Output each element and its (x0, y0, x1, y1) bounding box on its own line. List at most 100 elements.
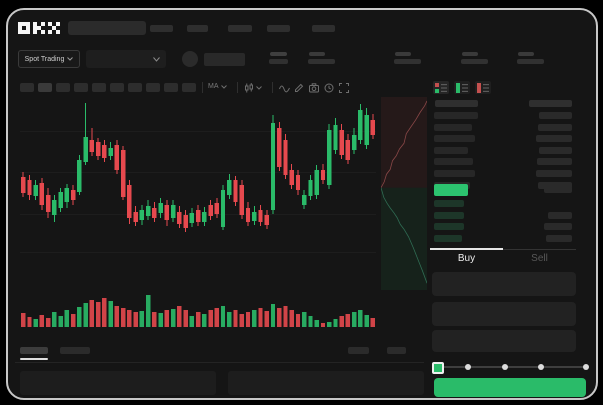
candlestick-chart[interactable] (20, 100, 376, 290)
chart-style-dropdown[interactable] (244, 83, 262, 93)
pair-selector-dropdown[interactable] (86, 50, 166, 68)
ask-row-price[interactable] (434, 135, 475, 143)
bid-row-amount[interactable] (544, 223, 572, 231)
wallet-pill[interactable] (204, 53, 245, 66)
timeframe-button[interactable] (20, 83, 34, 92)
stat-label (309, 52, 325, 56)
bid-row-price[interactable] (434, 200, 464, 207)
wave-tool-button[interactable] (279, 83, 290, 93)
slider-dot[interactable] (538, 364, 544, 370)
bid-row-price[interactable] (434, 211, 464, 219)
fullscreen-button[interactable] (339, 83, 349, 93)
ticker-label (270, 52, 287, 56)
timeframe-button-active[interactable] (38, 83, 52, 92)
ask-row-amount[interactable] (539, 146, 572, 154)
timeframe-button[interactable] (164, 83, 178, 92)
ma-label: MA (208, 83, 219, 90)
slider-handle[interactable] (432, 362, 444, 374)
bid-row-price[interactable] (434, 234, 462, 242)
buy-tab[interactable]: Buy (457, 253, 476, 264)
ask-row-price[interactable] (434, 112, 478, 119)
bid-row-price[interactable] (434, 223, 464, 231)
volume-chart[interactable] (20, 295, 376, 327)
price-row-amount[interactable] (544, 186, 572, 193)
depth-chart (381, 97, 427, 290)
orderbook-header-price (435, 100, 478, 107)
draw-tool-button[interactable] (294, 83, 304, 93)
orderbook-mode-bids-button[interactable] (454, 81, 470, 94)
last-price-badge[interactable] (434, 184, 468, 196)
buy-tab-indicator (430, 248, 503, 250)
ask-row-amount[interactable] (536, 135, 572, 143)
chevron-down-icon (256, 86, 262, 90)
camera-icon (309, 83, 319, 93)
ma-dropdown[interactable]: MA (208, 83, 227, 90)
toolbar-divider (272, 82, 273, 93)
ask-row-price[interactable] (434, 123, 472, 131)
ticker-value (269, 59, 288, 64)
bottom-tab[interactable] (60, 347, 90, 354)
timeframe-button[interactable] (110, 83, 124, 92)
spot-trading-label: Spot Trading (24, 55, 65, 63)
form-input[interactable] (432, 272, 576, 296)
amount-slider[interactable] (437, 366, 586, 368)
bottom-tab-active[interactable] (20, 347, 48, 354)
stat-label (395, 52, 411, 56)
bottom-panel (20, 371, 216, 395)
nav-item[interactable] (228, 25, 252, 32)
orderbook-header-amount (529, 100, 572, 107)
toolbar-divider (237, 82, 238, 93)
timeframe-button[interactable] (74, 83, 88, 92)
ask-row-amount[interactable] (536, 170, 572, 177)
spot-trading-dropdown[interactable]: Spot Trading (18, 50, 80, 68)
ask-row-amount[interactable] (537, 158, 572, 166)
stat-value (394, 59, 421, 64)
okx-logo-glyph (33, 22, 45, 34)
nav-item[interactable] (267, 25, 290, 32)
okx-logo-glyph (18, 22, 30, 34)
stat-value (308, 59, 335, 64)
candles-icon (245, 83, 253, 93)
form-input[interactable] (432, 302, 576, 326)
timeframe-button[interactable] (92, 83, 106, 92)
timeframe-button[interactable] (56, 83, 70, 92)
buy-submit-button[interactable] (434, 378, 586, 397)
stat-label (518, 52, 534, 56)
ask-row-amount[interactable] (539, 112, 572, 119)
timeframe-button[interactable] (128, 83, 142, 92)
bottom-action[interactable] (387, 347, 406, 354)
chevron-down-icon (67, 57, 74, 61)
bid-row-amount[interactable] (548, 211, 572, 219)
orderbook-asks-icon (477, 82, 489, 93)
bottom-action[interactable] (348, 347, 369, 354)
ask-row-price[interactable] (434, 158, 473, 166)
ask-row-amount[interactable] (538, 181, 572, 189)
nav-item[interactable] (312, 25, 335, 32)
bid-row-amount[interactable] (546, 234, 572, 242)
stat-value (461, 59, 488, 64)
timeframe-button[interactable] (146, 83, 160, 92)
nav-item[interactable] (150, 25, 173, 32)
orderbook-all-icon (435, 82, 447, 93)
slider-dot[interactable] (465, 364, 471, 370)
okx-logo-glyph (48, 22, 60, 34)
orderbook-mode-asks-button[interactable] (475, 81, 491, 94)
tab-divider (503, 249, 576, 250)
okx-logo[interactable] (18, 22, 60, 34)
search-input[interactable] (68, 21, 146, 35)
slider-dot[interactable] (583, 364, 589, 370)
ask-row-price[interactable] (434, 170, 475, 177)
bottom-panel (228, 371, 424, 395)
form-input[interactable] (432, 330, 576, 352)
history-button[interactable] (324, 83, 334, 93)
nav-item[interactable] (187, 25, 208, 32)
account-avatar[interactable] (182, 51, 198, 67)
ask-row-price[interactable] (434, 146, 468, 154)
timeframe-button[interactable] (182, 83, 196, 92)
ask-row-amount[interactable] (538, 123, 572, 131)
orderbook-mode-all-button[interactable] (433, 81, 449, 94)
screenshot-button[interactable] (309, 83, 319, 93)
sell-tab[interactable]: Sell (531, 253, 548, 264)
slider-dot[interactable] (502, 364, 508, 370)
